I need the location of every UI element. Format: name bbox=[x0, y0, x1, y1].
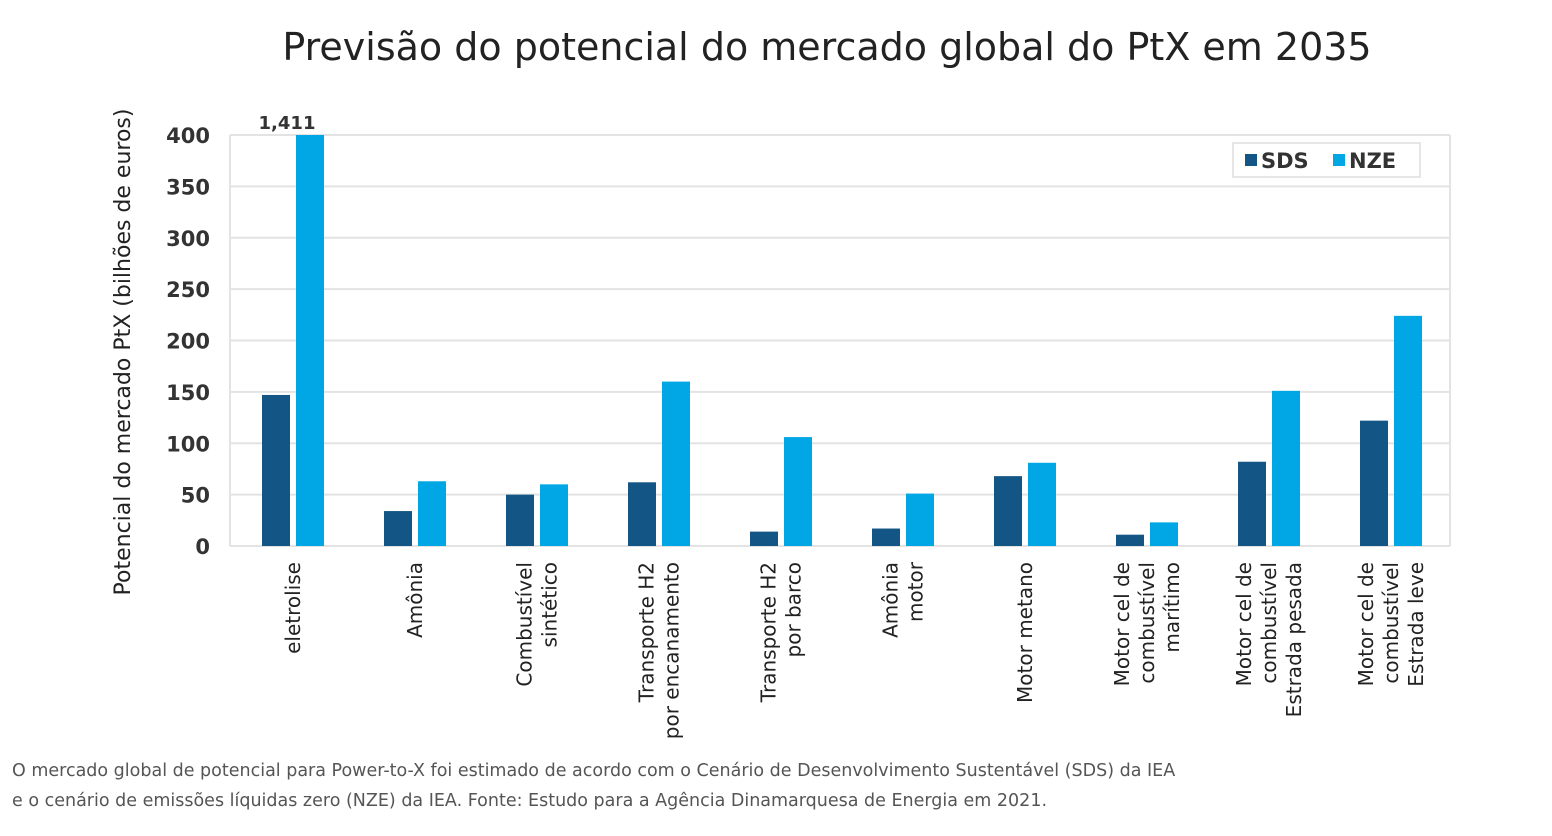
legend-box bbox=[1232, 142, 1421, 178]
y-axis-title: Potencial do mercado PtX (bilhões de eur… bbox=[111, 109, 136, 596]
bar-nze bbox=[540, 484, 568, 546]
caption-line-1: O mercado global de potencial para Power… bbox=[12, 761, 1176, 781]
x-tick-label: Estrada leve bbox=[1404, 562, 1428, 687]
x-tick-label: sintético bbox=[538, 562, 562, 647]
bar-sds bbox=[872, 528, 900, 546]
caption-line-2: e o cenário de emissões líquidas zero (N… bbox=[12, 791, 1048, 811]
x-tick-label: Combustível bbox=[513, 562, 537, 687]
bar-nze bbox=[662, 381, 690, 546]
x-tick-label: por encanamento bbox=[660, 562, 684, 739]
x-tick-label: Motor cel de bbox=[1110, 562, 1134, 686]
bar-nze bbox=[1028, 462, 1056, 546]
x-tick-label: Motor cel de bbox=[1232, 562, 1256, 686]
x-tick-label: eletrolise bbox=[281, 562, 305, 654]
bar-nze bbox=[906, 493, 934, 546]
bar-sds bbox=[994, 476, 1022, 546]
x-tick-label: combustível bbox=[1257, 562, 1281, 684]
x-tick-label: Transporte H2 bbox=[757, 562, 781, 703]
x-tick-label: marítimo bbox=[1160, 562, 1184, 653]
x-tick-label: por barco bbox=[782, 562, 806, 657]
bar-nze bbox=[784, 437, 812, 546]
bar-sds bbox=[1116, 534, 1144, 546]
bar-sds bbox=[1238, 461, 1266, 546]
bar-sds bbox=[750, 531, 778, 546]
legend-swatch-nze bbox=[1333, 154, 1345, 166]
bar-chart: Previsão do potencial do mercado global … bbox=[111, 25, 1451, 739]
bar-sds bbox=[628, 482, 656, 546]
bar-sds bbox=[1360, 420, 1388, 546]
legend-label-nze: NZE bbox=[1349, 149, 1396, 173]
legend: SDS NZE bbox=[1232, 142, 1421, 178]
y-tick-label: 400 bbox=[166, 124, 210, 148]
y-tick-label: 200 bbox=[166, 330, 210, 354]
y-tick-label: 150 bbox=[166, 381, 210, 405]
x-tick-label: Transporte H2 bbox=[635, 562, 659, 703]
y-tick-label: 300 bbox=[166, 227, 210, 251]
y-tick-label: 100 bbox=[166, 432, 210, 456]
bar-nze bbox=[418, 481, 446, 546]
x-tick-label: Amônia bbox=[879, 562, 903, 638]
x-tick-label: Motor cel de bbox=[1354, 562, 1378, 686]
bar-nze bbox=[296, 135, 324, 546]
y-tick-label: 0 bbox=[195, 535, 210, 559]
legend-swatch-sds bbox=[1245, 154, 1257, 166]
bar-sds bbox=[262, 394, 290, 546]
legend-label-sds: SDS bbox=[1261, 149, 1309, 173]
bar-sds bbox=[384, 511, 412, 546]
bar-nze bbox=[1150, 522, 1178, 546]
x-tick-label: Motor metano bbox=[1013, 562, 1037, 703]
data-label: 1,411 bbox=[259, 113, 316, 134]
chart-title: Previsão do potencial do mercado global … bbox=[282, 25, 1371, 69]
bar-nze bbox=[1272, 390, 1300, 546]
x-tick-label: Amônia bbox=[403, 562, 427, 638]
y-tick-label: 350 bbox=[166, 175, 210, 199]
y-tick-label: 50 bbox=[181, 484, 210, 508]
x-tick-label: combustível bbox=[1135, 562, 1159, 684]
bar-sds bbox=[506, 494, 534, 546]
y-tick-label: 250 bbox=[166, 278, 210, 302]
x-tick-label: Estrada pesada bbox=[1282, 562, 1306, 717]
bar-nze bbox=[1394, 315, 1422, 546]
x-tick-label: motor bbox=[904, 561, 928, 622]
x-tick-label: combustível bbox=[1379, 562, 1403, 684]
